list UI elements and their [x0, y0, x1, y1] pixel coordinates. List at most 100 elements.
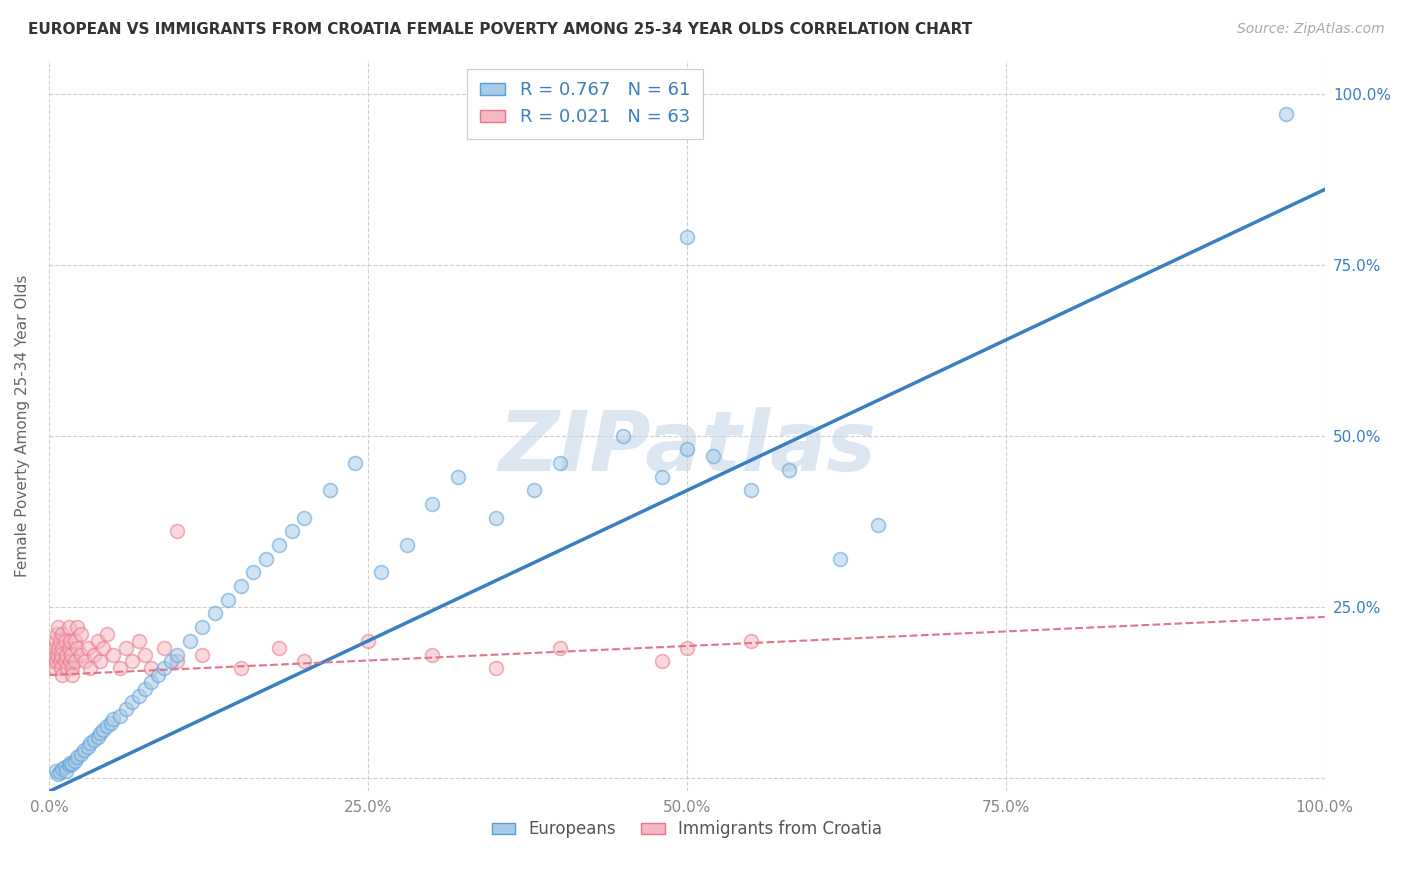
Point [242, 566, 264, 580]
Point [420, 497, 443, 511]
Point [153, 661, 176, 675]
Point [115, 702, 138, 716]
Point [134, 681, 156, 696]
Point [159, 654, 181, 668]
Point [48, 765, 70, 780]
Point [204, 607, 226, 621]
Point [128, 689, 150, 703]
Point [75, 654, 97, 668]
Point [70, 648, 93, 662]
Point [48, 640, 70, 655]
Point [42, 648, 65, 662]
Point [166, 648, 188, 662]
Point [76, 640, 98, 655]
Point [51, 668, 73, 682]
Point [51, 627, 73, 641]
Point [191, 648, 214, 662]
Point [83, 648, 105, 662]
Point [41, 654, 63, 668]
Point [446, 469, 468, 483]
Point [778, 463, 800, 477]
Point [89, 726, 111, 740]
Point [45, 633, 67, 648]
Point [83, 733, 105, 747]
Point [91, 640, 114, 655]
Point [485, 510, 508, 524]
Point [70, 627, 93, 641]
Text: EUROPEAN VS IMMIGRANTS FROM CROATIA FEMALE POVERTY AMONG 25-34 YEAR OLDS CORRELA: EUROPEAN VS IMMIGRANTS FROM CROATIA FEMA… [28, 22, 973, 37]
Point [828, 551, 851, 566]
Point [63, 754, 86, 768]
Point [676, 640, 699, 655]
Point [55, 648, 77, 662]
Point [53, 760, 76, 774]
Point [166, 524, 188, 539]
Point [79, 736, 101, 750]
Point [45, 654, 67, 668]
Point [91, 723, 114, 737]
Point [420, 648, 443, 662]
Point [96, 627, 118, 641]
Point [179, 633, 201, 648]
Point [319, 483, 342, 498]
Point [58, 758, 80, 772]
Point [51, 640, 73, 655]
Point [676, 442, 699, 457]
Point [66, 640, 89, 655]
Point [53, 654, 76, 668]
Point [294, 654, 316, 668]
Point [294, 510, 316, 524]
Point [357, 633, 380, 648]
Point [267, 640, 290, 655]
Point [73, 743, 96, 757]
Point [59, 654, 82, 668]
Point [868, 517, 890, 532]
Point [267, 538, 290, 552]
Point [191, 620, 214, 634]
Point [485, 661, 508, 675]
Point [612, 428, 634, 442]
Point [45, 764, 67, 778]
Point [58, 620, 80, 634]
Point [702, 449, 724, 463]
Point [48, 633, 70, 648]
Point [141, 674, 163, 689]
Point [60, 648, 83, 662]
Point [87, 730, 110, 744]
Point [63, 633, 86, 648]
Point [121, 654, 143, 668]
Point [395, 538, 418, 552]
Point [51, 763, 73, 777]
Point [89, 654, 111, 668]
Point [60, 661, 83, 675]
Point [59, 756, 82, 770]
Point [48, 620, 70, 634]
Point [56, 661, 79, 675]
Point [46, 627, 69, 641]
Point [146, 668, 169, 682]
Point [76, 739, 98, 754]
Point [229, 579, 252, 593]
Point [141, 661, 163, 675]
Point [740, 483, 762, 498]
Point [548, 456, 571, 470]
Point [70, 747, 93, 761]
Point [103, 648, 125, 662]
Point [66, 750, 89, 764]
Point [344, 456, 367, 470]
Point [153, 640, 176, 655]
Point [66, 620, 89, 634]
Point [49, 648, 72, 662]
Point [100, 715, 122, 730]
Legend: Europeans, Immigrants from Croatia: Europeans, Immigrants from Croatia [485, 814, 889, 845]
Point [79, 661, 101, 675]
Point [53, 633, 76, 648]
Point [254, 551, 277, 566]
Point [58, 640, 80, 655]
Point [44, 640, 66, 655]
Point [60, 756, 83, 771]
Point [87, 633, 110, 648]
Text: ZIPatlas: ZIPatlas [498, 407, 876, 488]
Point [370, 566, 392, 580]
Point [548, 640, 571, 655]
